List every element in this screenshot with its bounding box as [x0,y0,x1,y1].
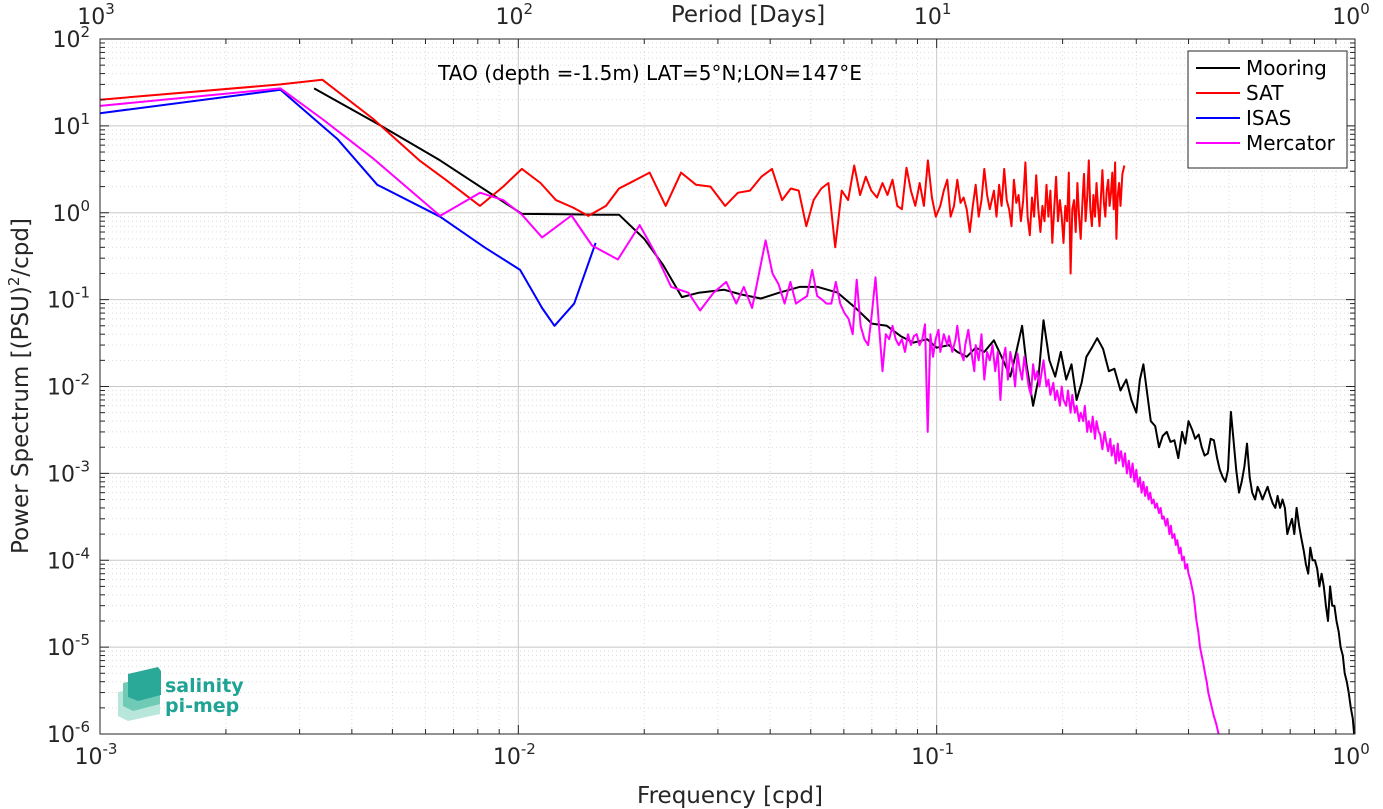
top-tick-label: 101 [914,0,952,30]
x-tick-label-exponent: -3 [103,740,118,758]
y-tick-label: 101 [52,110,90,140]
y-tick-label-base: 10 [47,462,75,487]
y-tick-label-exponent: 0 [80,197,90,215]
x-tick-label: 100 [1332,740,1370,770]
legend-label-mooring: Mooring [1246,56,1327,80]
series-line-isas [100,88,597,327]
y-tick-label: 10-5 [47,631,90,661]
top-tick-label-base: 10 [1332,5,1360,30]
y-tick-label-base: 10 [47,289,75,314]
x-tick-label-base: 10 [493,745,521,770]
top-tick-label-base: 10 [496,5,524,30]
y-tick-label: 10-3 [47,457,90,487]
y-tick-label-exponent: 1 [80,110,90,128]
x-tick-label-exponent: -1 [939,740,954,758]
series-line-mercator [100,87,1220,734]
x-tick-label-base: 10 [75,745,103,770]
y-tick-label-exponent: -6 [75,718,90,736]
tick-marks [99,39,1355,735]
y-tick-label: 10-6 [47,718,90,748]
y-tick-label: 10-1 [47,284,90,314]
legend-label-sat: SAT [1246,81,1284,105]
y-tick-label: 10-2 [47,371,90,401]
top-tick-label-exponent: 0 [1360,0,1370,18]
y-axis-label-sup: 2 [5,277,23,287]
top-tick-label-base: 10 [914,5,942,30]
series-lines [100,78,1355,734]
y-tick-label-base: 10 [47,636,75,661]
y-tick-label: 100 [52,197,90,227]
y-tick-label-exponent: -1 [75,284,90,302]
tick-labels: 10-3 10-2 10-1 10010-610-510-410-310-210-11… [47,0,1370,770]
logo-text-line1: salinity [165,675,244,697]
series-line-sat [100,78,1126,275]
x-tick-label-exponent: 0 [1360,740,1370,758]
top-tick-label: 100 [1332,0,1370,30]
top-tick-label: 103 [77,0,115,30]
y-tick-label: 10-4 [47,544,90,574]
legend-box [1187,50,1348,169]
y-axis-label-end: /cpd] [8,218,34,277]
y-tick-label-base: 10 [47,549,75,574]
y-axis-label-main: Power Spectrum [(PSU) [8,286,34,554]
y-tick-label: 102 [52,23,90,53]
legend-label-isas: ISAS [1246,106,1291,130]
y-tick-label-base: 10 [52,202,80,227]
x-tick-label: 10-1 [911,740,954,770]
top-tick-label: 102 [496,0,534,30]
annotation-text: TAO (depth =-1.5m) LAT=5°N;LON=147°E [437,61,862,85]
y-tick-label-base: 10 [52,28,80,53]
x-tick-label: 10-2 [493,740,536,770]
x-tick-label-base: 10 [911,745,939,770]
y-tick-label-base: 10 [47,376,75,401]
top-tick-label-exponent: 3 [105,0,115,18]
y-axis-label: Power Spectrum [(PSU)2/cpd] [5,218,34,554]
logo-icon [118,667,161,721]
x-tick-label: 10-3 [75,740,118,770]
y-tick-label-base: 10 [52,115,80,140]
y-tick-label-base: 10 [47,723,75,748]
salinity-pimep-logo: salinity pi-mep [118,667,244,721]
y-tick-label-exponent: -4 [75,544,90,562]
top-tick-label-exponent: 2 [524,0,534,18]
y-tick-label-exponent: -3 [75,457,90,475]
grid-lines [99,38,1356,735]
top-axis-label: Period [Days] [671,2,825,28]
y-tick-label-exponent: 2 [80,23,90,41]
top-tick-label-base: 10 [77,5,105,30]
x-tick-label-base: 10 [1332,745,1360,770]
x-tick-label-exponent: -2 [521,740,536,758]
x-axis-label: Frequency [cpd] [637,783,823,809]
y-tick-label-exponent: -5 [75,631,90,649]
legend-label-mercator: Mercator [1246,131,1336,155]
y-tick-label-exponent: -2 [75,371,90,389]
logo-text-line2: pi-mep [165,695,239,717]
top-tick-label-exponent: 1 [942,0,952,18]
